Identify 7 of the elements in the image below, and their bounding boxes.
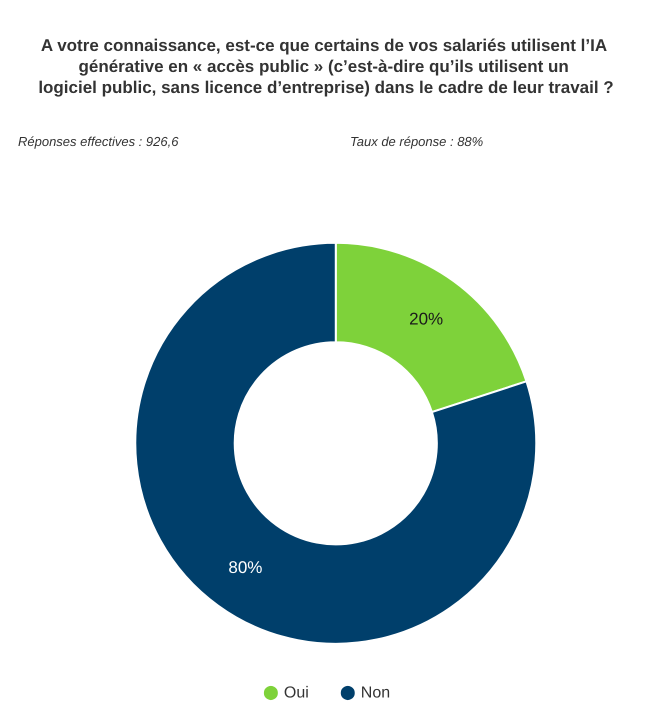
legend-label: Non bbox=[360, 684, 390, 702]
data-label: 20% bbox=[409, 309, 444, 328]
text: Taux de réponse : 88% bbox=[350, 134, 484, 149]
chart-title: A votre connaissance, est-ce que certains de vos salariés utilisent l’IA générative en « accès public » (c’est-à-dire qu’ils utilisent un logiciel public, sans licence d’entreprise) dans le cadre de leur travail ? bbox=[38, 36, 614, 97]
text: Réponses effectives : 926,6 bbox=[18, 134, 180, 149]
legend-label: Oui bbox=[284, 684, 309, 702]
data-label: 80% bbox=[228, 558, 262, 578]
